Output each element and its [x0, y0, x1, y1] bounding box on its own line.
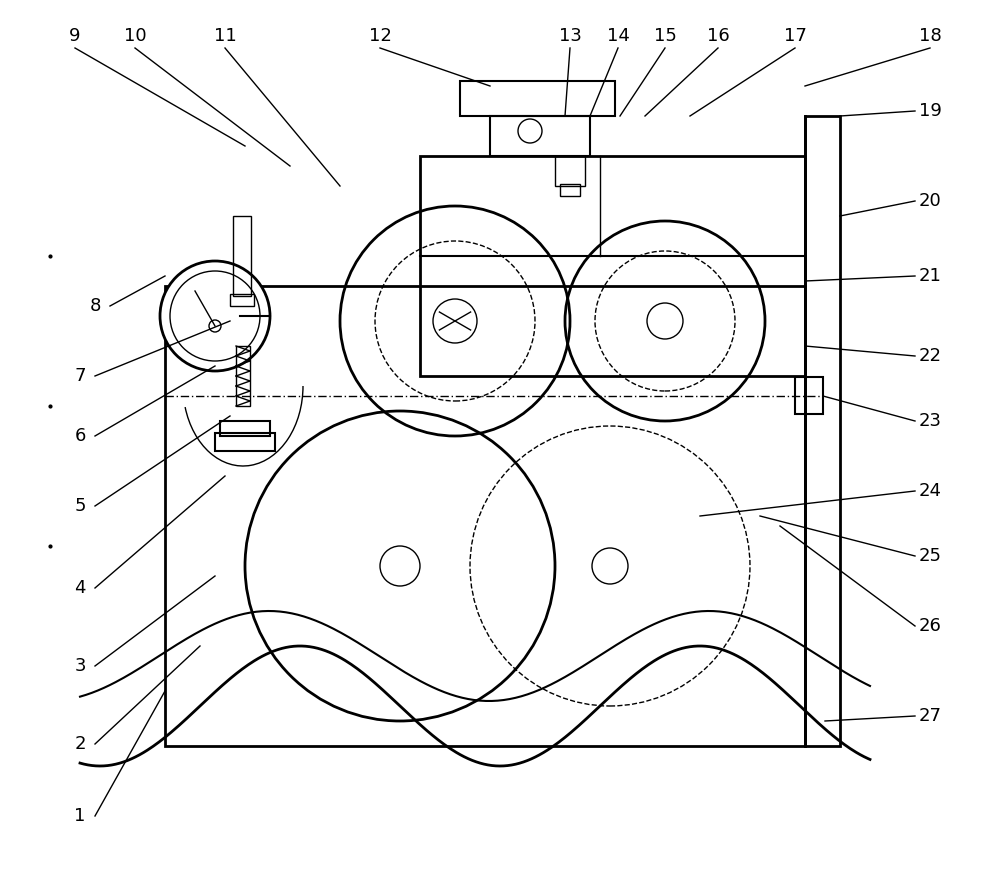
Text: 6: 6 — [74, 427, 86, 445]
Text: 22: 22 — [918, 347, 942, 365]
Text: 20: 20 — [919, 192, 941, 210]
Text: 16: 16 — [707, 27, 729, 45]
Bar — [555, 156, 585, 186]
Circle shape — [160, 261, 270, 371]
Text: 5: 5 — [74, 497, 86, 515]
Text: 19: 19 — [919, 102, 941, 120]
Text: 3: 3 — [74, 657, 86, 675]
Text: 21: 21 — [919, 267, 941, 285]
Bar — [805, 116, 840, 746]
Bar — [460, 81, 615, 116]
Text: 15: 15 — [654, 27, 676, 45]
Text: 8: 8 — [89, 297, 101, 315]
Text: 14: 14 — [607, 27, 629, 45]
Bar — [236, 346, 250, 406]
Text: 2: 2 — [74, 735, 86, 753]
Text: 23: 23 — [918, 412, 942, 430]
Text: 12: 12 — [369, 27, 391, 45]
Text: 9: 9 — [69, 27, 81, 45]
Text: 11: 11 — [214, 27, 236, 45]
Text: 26: 26 — [919, 617, 941, 635]
Text: 10: 10 — [124, 27, 146, 45]
Text: 18: 18 — [919, 27, 941, 45]
Bar — [220, 421, 270, 436]
Bar — [420, 156, 805, 376]
Bar — [490, 116, 590, 156]
Bar — [165, 286, 805, 746]
Text: 24: 24 — [918, 482, 942, 500]
Bar — [795, 377, 823, 414]
Text: 17: 17 — [784, 27, 806, 45]
Text: 25: 25 — [918, 547, 942, 565]
Text: 13: 13 — [559, 27, 581, 45]
Bar — [233, 216, 251, 296]
Bar — [560, 184, 580, 196]
Text: 27: 27 — [918, 707, 942, 725]
Bar — [215, 433, 275, 451]
Text: 4: 4 — [74, 579, 86, 597]
Text: 7: 7 — [74, 367, 86, 385]
Text: 1: 1 — [74, 807, 86, 825]
Bar — [230, 294, 254, 306]
